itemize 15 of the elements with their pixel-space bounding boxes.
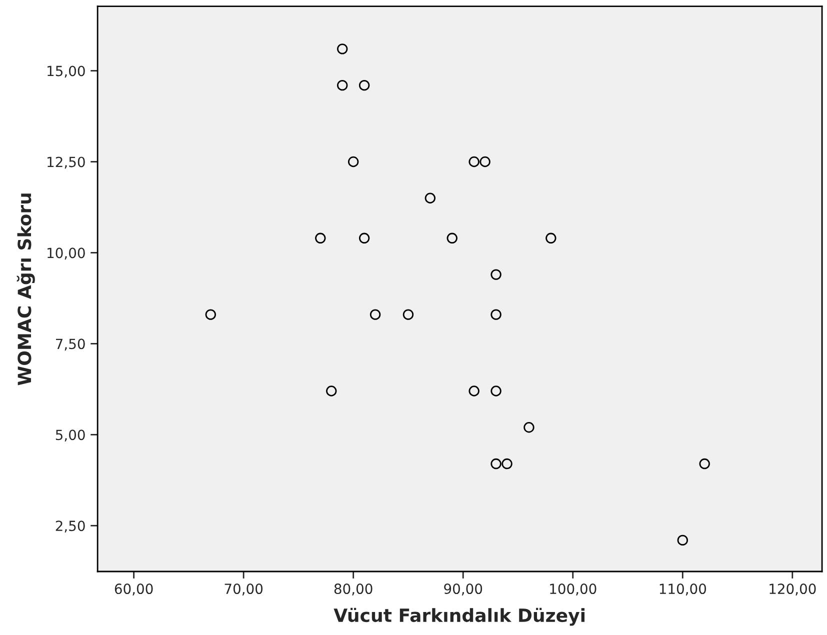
x-tick-label: 60,00: [114, 584, 153, 596]
x-tick-label: 120,00: [770, 584, 816, 596]
y-axis-title: WOMAC Ağrı Skoru: [16, 194, 35, 386]
y-tick-label: 7,50: [56, 338, 85, 351]
x-axis-title: Vücut Farkındalık Düzeyi: [334, 608, 584, 626]
x-tick-label: 70,00: [224, 584, 263, 596]
y-tick-label: 10,00: [48, 248, 85, 260]
y-tick-label: 12,50: [48, 156, 85, 169]
x-tick-label: 110,00: [660, 584, 706, 596]
y-tick-label: 2,50: [56, 520, 85, 533]
x-tick-label: 80,00: [334, 584, 372, 596]
x-tick-label: 90,00: [444, 584, 482, 596]
x-tick-label: 100,00: [550, 584, 596, 596]
y-tick-label: 5,00: [56, 430, 85, 442]
y-tick-label: 15,00: [48, 66, 85, 78]
